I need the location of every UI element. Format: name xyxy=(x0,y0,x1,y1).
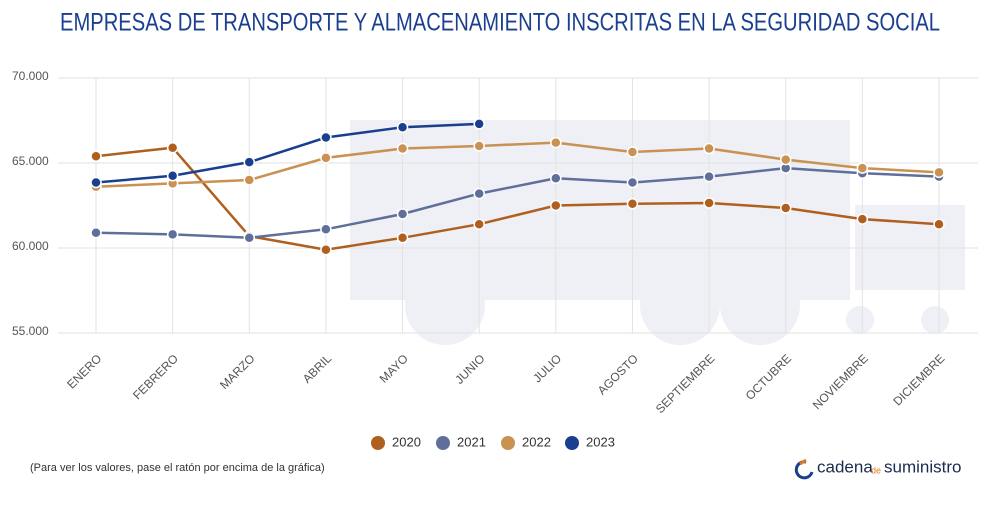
logo: cadena de suministro xyxy=(794,457,961,480)
legend-marker xyxy=(371,436,385,450)
x-tick-label: NOVIEMBRE xyxy=(810,351,871,412)
y-tick-label: 70.000 xyxy=(12,69,49,83)
data-point xyxy=(396,232,409,244)
y-tick-label: 60.000 xyxy=(12,239,49,253)
data-point xyxy=(550,172,562,185)
legend-label: 2023 xyxy=(586,434,615,449)
data-point xyxy=(166,141,179,154)
x-tick-label: JUNIO xyxy=(452,351,487,386)
data-point xyxy=(933,218,945,230)
x-tick-label: ABRIL xyxy=(300,351,335,386)
x-tick-label: OCTUBRE xyxy=(743,351,794,402)
series-line xyxy=(95,122,480,184)
y-tick-label: 55.000 xyxy=(12,324,49,338)
background-truck xyxy=(350,120,965,345)
data-point xyxy=(856,162,869,174)
data-point xyxy=(473,118,485,130)
logo-text: cadena xyxy=(817,457,873,476)
data-point xyxy=(243,232,256,244)
legend-label: 2021 xyxy=(457,434,486,449)
footnote: (Para ver los valores, pase el ratón por… xyxy=(30,462,325,474)
data-point xyxy=(933,166,945,179)
data-point xyxy=(626,176,639,189)
data-point xyxy=(320,223,332,236)
data-point xyxy=(779,202,792,214)
data-point xyxy=(243,174,256,186)
data-point xyxy=(703,170,715,183)
series-line xyxy=(95,146,940,251)
legend-marker xyxy=(501,436,515,450)
data-point xyxy=(473,187,485,200)
x-tick-label: ENERO xyxy=(64,351,104,391)
x-tick-label: JULIO xyxy=(530,351,564,385)
legend-label: 2022 xyxy=(522,434,551,449)
data-point xyxy=(550,136,562,149)
series-line xyxy=(95,166,940,240)
chart-title: EMPRESAS DE TRANSPORTE Y ALMACENAMIENTO … xyxy=(60,9,940,37)
legend-label: 2020 xyxy=(392,434,421,449)
y-tick-label: 65.000 xyxy=(12,154,49,168)
x-tick-label: MAYO xyxy=(377,351,411,385)
data-point xyxy=(473,218,485,230)
data-point xyxy=(90,176,102,189)
data-point xyxy=(856,213,869,225)
data-point xyxy=(396,208,409,220)
legend-marker xyxy=(565,436,579,450)
logo-text: de xyxy=(871,465,881,475)
x-tick-label: SEPTIEMBRE xyxy=(653,351,718,416)
logo-text: suministro xyxy=(884,457,961,476)
x-tick-label: FEBRERO xyxy=(130,351,181,402)
data-point xyxy=(396,142,409,155)
data-point xyxy=(166,170,179,182)
logo-icon xyxy=(799,458,807,466)
data-point xyxy=(779,153,792,166)
data-point xyxy=(166,228,179,241)
data-point xyxy=(626,146,639,158)
x-tick-label: AGOSTO xyxy=(595,351,641,397)
data-point xyxy=(626,198,639,210)
data-point xyxy=(320,131,332,144)
data-point xyxy=(703,197,715,209)
x-tick-label: DICIEMBRE xyxy=(890,351,947,408)
data-point xyxy=(320,243,332,256)
legend-marker xyxy=(436,436,450,450)
data-point xyxy=(90,150,102,162)
logo-icon xyxy=(794,460,814,480)
data-point xyxy=(550,199,562,212)
data-point xyxy=(473,140,485,152)
data-point xyxy=(320,152,332,164)
data-point xyxy=(703,142,715,155)
data-point xyxy=(243,156,256,168)
data-point xyxy=(90,226,102,239)
data-point xyxy=(396,121,409,134)
x-tick-label: MARZO xyxy=(217,351,258,392)
series-line xyxy=(95,141,940,189)
